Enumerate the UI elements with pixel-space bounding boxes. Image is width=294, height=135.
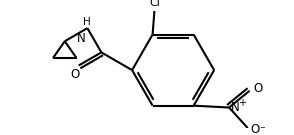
Text: Cl: Cl [149,0,160,9]
Text: O: O [253,82,263,95]
Text: O: O [70,68,80,81]
Text: $^{-}$: $^{-}$ [259,125,266,135]
Text: +: + [238,98,246,108]
Text: O: O [250,123,260,135]
Text: N: N [76,32,85,45]
Text: H: H [83,17,90,27]
Text: N: N [231,101,240,114]
